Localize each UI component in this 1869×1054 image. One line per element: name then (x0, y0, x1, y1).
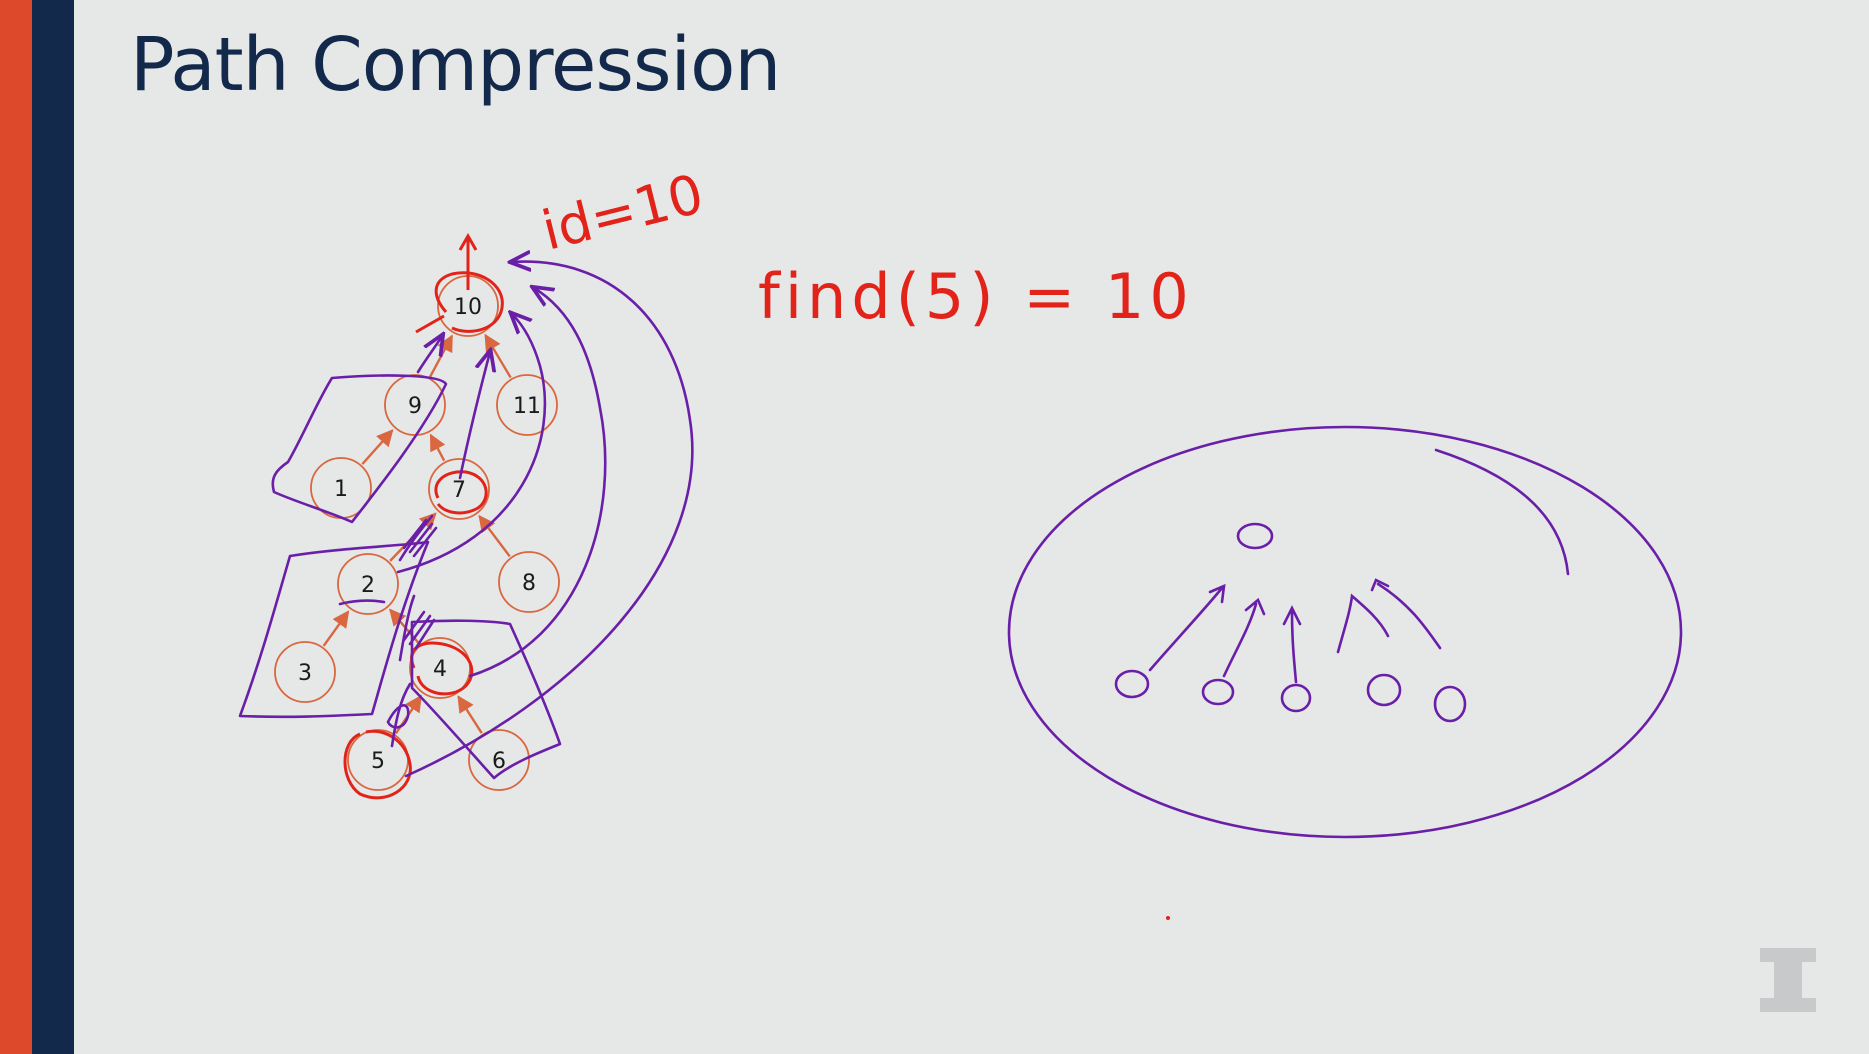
sketch-arrow (1336, 593, 1390, 654)
tree-node-circle (468, 729, 530, 791)
sketch-arrow (1148, 583, 1226, 672)
group-outline-upper (271, 374, 448, 524)
highlight-ring-4 (410, 641, 474, 696)
tree-node-5: 5 (347, 729, 409, 791)
tree-node-8: 8 (498, 551, 560, 613)
tree-node-label: 8 (522, 571, 536, 596)
slide-title: Path Compression (130, 22, 781, 108)
highlight-ring-5 (343, 729, 412, 800)
underline-2 (338, 599, 386, 606)
sketch-child-node (1433, 685, 1467, 723)
tree-node-7: 7 (428, 458, 490, 520)
arrow-2-to-root (396, 314, 547, 574)
arrow-4-to-root (468, 288, 607, 678)
group-outlines (238, 374, 562, 780)
tree-node-11: 11 (496, 374, 558, 436)
tree-node-label: 1 (334, 477, 348, 502)
sketch-arrow (1282, 605, 1302, 684)
illinois-block-i-icon (1760, 948, 1816, 1012)
sketch-boundary-ellipse (1007, 425, 1683, 839)
tree-node-label: 5 (371, 749, 385, 774)
accent-stripe-orange (0, 0, 32, 1054)
path-5-to-4 (390, 682, 412, 748)
group-outline-middle (238, 540, 430, 719)
tree-node-10: 10 (437, 275, 499, 337)
scribble-c (386, 704, 410, 729)
tree-node-label: 10 (454, 295, 482, 320)
sketch-child-node (1366, 673, 1402, 707)
scribble-a (402, 518, 438, 558)
sketch-root-node (1236, 522, 1274, 550)
sketch-child-node (1114, 669, 1150, 699)
tree-edge-1-to-9 (361, 429, 394, 465)
tree-edge-8-to-7 (478, 514, 511, 558)
sketch-arrow (1370, 578, 1442, 650)
arrow-7-to-root (458, 352, 490, 480)
tree-node-circle (274, 641, 336, 703)
group-outline-lower (410, 619, 562, 780)
path-4-to-2 (398, 594, 416, 662)
scribble-b (402, 610, 436, 650)
sketch-child-node (1280, 683, 1312, 713)
tree-node-label: 6 (492, 749, 506, 774)
tree-node-circle (498, 551, 560, 613)
tree-node-label: 3 (298, 661, 312, 686)
stray-dot (1166, 916, 1170, 920)
find-path-highlights (343, 232, 504, 800)
compression-arrows (338, 262, 694, 778)
sketch-boundary-stroke (1434, 448, 1570, 576)
tree-node-label: 9 (408, 394, 422, 419)
tree-node-label: 2 (361, 573, 375, 598)
compressed-tree-sketch (1007, 425, 1683, 839)
path-2-to-7 (398, 514, 434, 562)
find-annotation: find(5) = 10 (758, 260, 1194, 333)
highlight-top-arrow (458, 232, 478, 290)
tree-node-label: 7 (452, 478, 466, 503)
sketch-child-node (1201, 678, 1235, 706)
tree-node-circle (428, 458, 490, 520)
arrow-5-to-root (404, 262, 694, 778)
accent-stripe-navy (32, 0, 74, 1054)
tree-node-6: 6 (468, 729, 530, 791)
tree-node-circle (496, 374, 558, 436)
tree-node-label: 4 (433, 657, 447, 682)
tree-node-label: 11 (513, 394, 541, 419)
highlight-ring-7 (434, 470, 488, 515)
highlight-tick-10 (415, 314, 445, 334)
tree-edge-7-to-9 (429, 433, 446, 462)
tree-edge-6-to-4 (457, 695, 483, 734)
tree-edge-3-to-2 (322, 610, 350, 647)
tree-edge-9-to-10 (429, 334, 454, 378)
highlight-ring-10 (434, 271, 504, 333)
tree-node-circle (409, 637, 471, 699)
tree-node-circle (337, 553, 399, 615)
sketch-arrow (1222, 597, 1266, 678)
arrow-9-to-root (416, 336, 442, 374)
id-annotation: id=10 (536, 162, 710, 263)
tree-edge-11-to-10 (484, 333, 512, 379)
tree-node-2: 2 (337, 553, 399, 615)
tree-node-3: 3 (274, 641, 336, 703)
tree-node-4: 4 (409, 637, 471, 699)
